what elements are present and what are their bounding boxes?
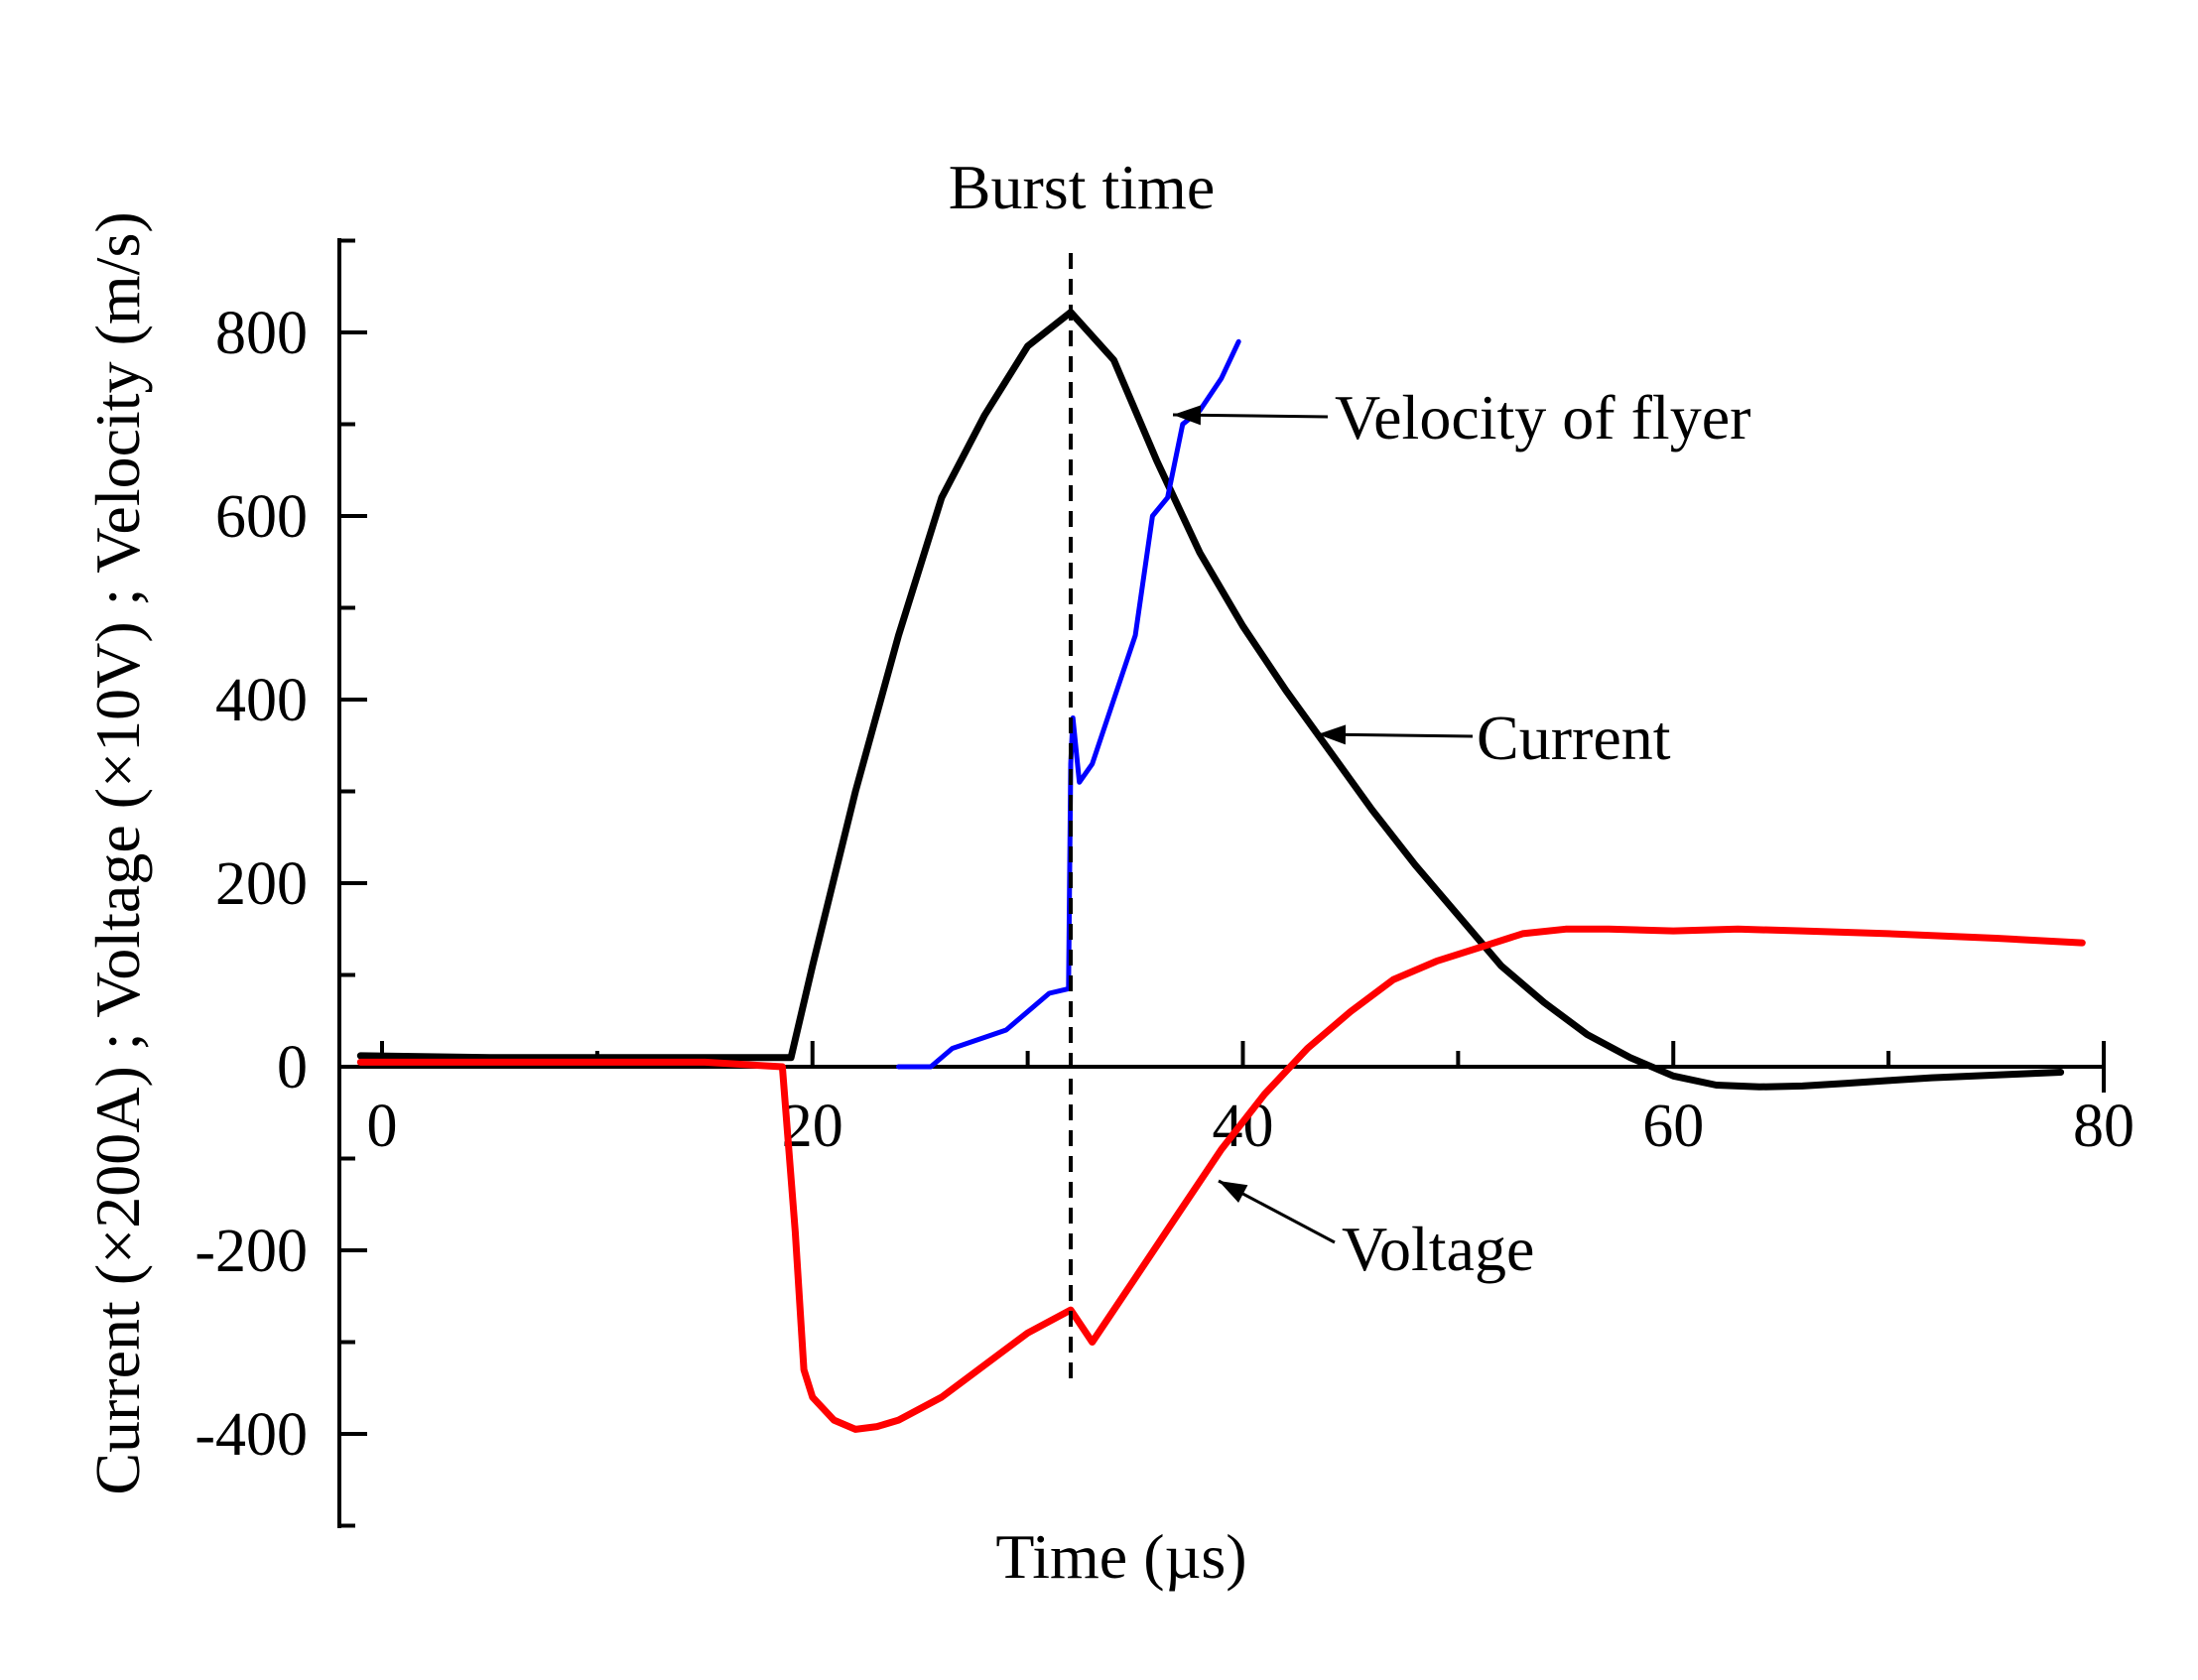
label-layer: Burst time Velocity of flyer Current Vol…	[82, 152, 1750, 1592]
x-tick-label: 80	[2073, 1093, 2134, 1160]
series-layer	[356, 253, 2086, 1433]
y-axis-title: Current (×200A) ; Voltage (×10V) ; Veloc…	[82, 211, 153, 1494]
voltage-arrow-head	[1219, 1181, 1248, 1203]
y-tick-label: 0	[277, 1034, 308, 1101]
current-line	[356, 309, 2065, 1091]
velocity-arrow-head	[1173, 405, 1202, 426]
current-annotation: Current	[1477, 703, 1671, 773]
y-tick-label: 200	[215, 850, 308, 918]
current-arrow-head	[1318, 724, 1347, 745]
voltage-line	[356, 925, 2086, 1433]
y-tick-label: 800	[215, 300, 308, 367]
velocity-annotation: Velocity of flyer	[1335, 382, 1750, 452]
burst-time-label: Burst time	[949, 152, 1215, 222]
x-tick-label: 0	[367, 1093, 398, 1160]
y-tick-label: 400	[215, 667, 308, 734]
y-tick-label: 600	[215, 483, 308, 551]
x-tick-label: 60	[1642, 1093, 1704, 1160]
velocity-line	[896, 338, 1241, 1070]
voltage-annotation: Voltage	[1342, 1214, 1534, 1284]
y-tick-label: -200	[194, 1218, 308, 1285]
y-tick-label: -400	[194, 1401, 308, 1469]
x-axis-title: Time (µs)	[995, 1521, 1246, 1592]
